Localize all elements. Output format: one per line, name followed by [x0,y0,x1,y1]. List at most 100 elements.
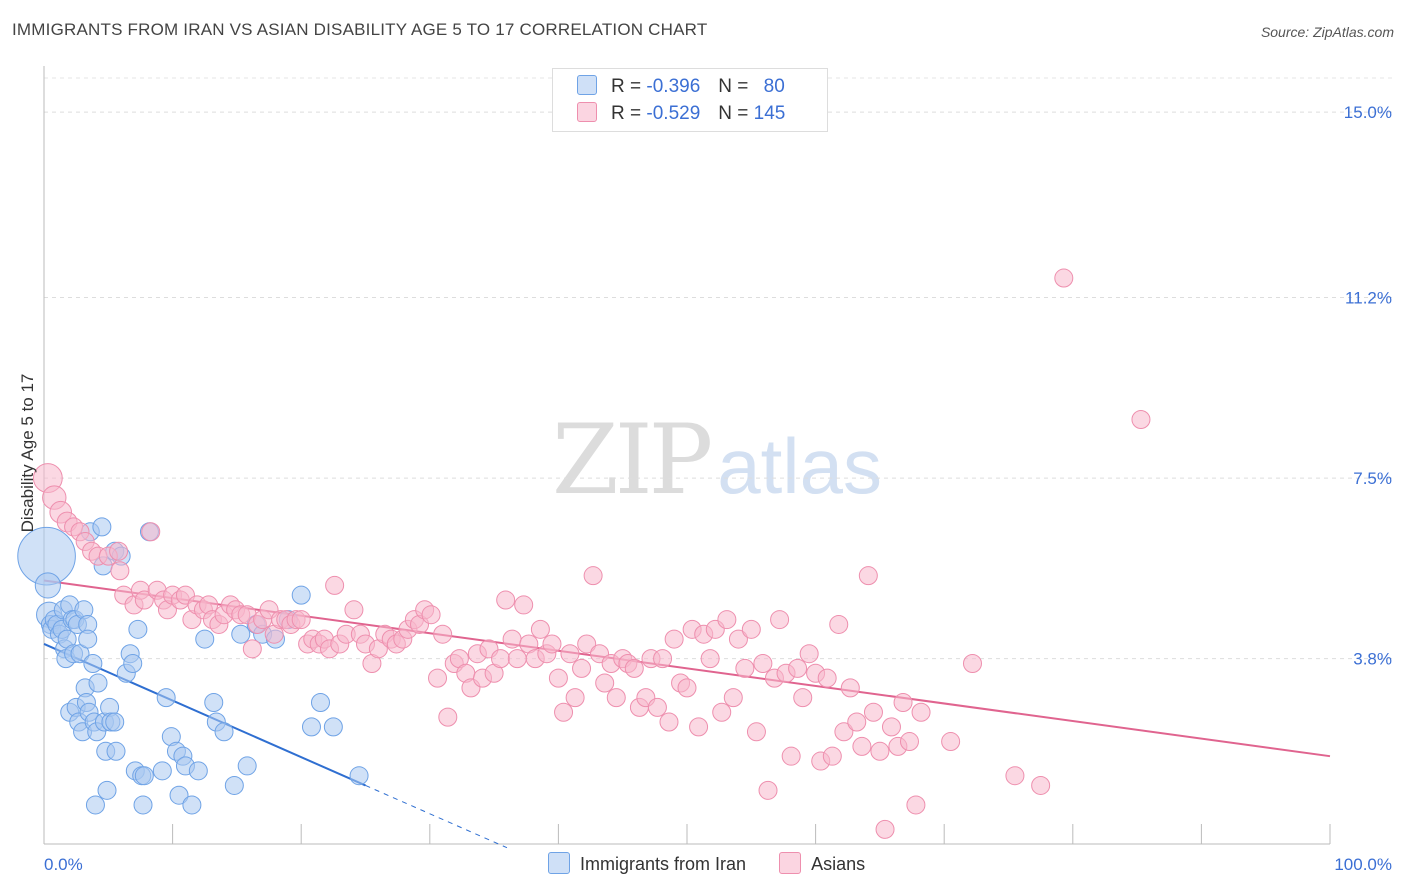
series-asians [32,268,1151,839]
data-point [781,746,801,766]
data-point [141,522,161,542]
data-point [421,605,441,625]
data-point [577,634,597,654]
series-legend: Immigrants from Iran Asians [548,852,893,875]
y-axis-label: Disability Age 5 to 17 [18,374,37,533]
data-point [653,649,673,669]
legend-n-label: N = [718,76,749,97]
data-point [88,673,108,693]
legend-swatch-asians [577,102,597,122]
data-point [542,634,562,654]
data-point [840,678,860,698]
data-point [110,561,130,581]
data-point [863,702,883,722]
data-point [83,653,103,673]
y-tick-label: 15.0% [1344,103,1392,122]
data-point [788,658,808,678]
data-point [572,658,592,678]
data-point [852,736,872,756]
legend-r-label: R = [611,76,642,97]
data-points [17,268,1151,839]
source-credit: Source: ZipAtlas.com [1260,24,1394,40]
data-point [291,585,311,605]
data-point [97,780,117,800]
data-point [741,619,761,639]
data-point [438,707,458,727]
data-point [689,717,709,737]
legend-n-value: 145 [753,103,786,124]
data-point [204,693,224,713]
legend-item-asians: Asians [779,852,865,875]
legend-label-asians: Asians [811,854,866,874]
data-point [717,610,737,630]
trend-extension-iran [365,784,508,849]
data-point [491,649,511,669]
chart-title: IMMIGRANTS FROM IRAN VS ASIAN DISABILITY… [12,20,708,39]
data-point [496,590,516,610]
data-point [242,639,262,659]
data-point [1005,766,1025,786]
data-point [152,761,172,781]
gridlines [44,77,1392,660]
data-point [133,795,153,815]
data-point [237,756,257,776]
data-point [728,629,748,649]
data-point [700,649,720,669]
data-point [583,566,603,586]
data-point [349,766,369,786]
data-point [301,717,321,737]
data-point [899,732,919,752]
legend-row-asians: R = -0.529 N = 145 [577,102,785,124]
axis-labels: 3.8% 7.5% 11.2% 15.0% 0.0% 100.0% Disability A… [18,103,1392,874]
data-point [893,693,913,713]
data-point [758,780,778,800]
data-point [128,619,148,639]
data-point [1031,775,1051,795]
data-point [565,688,585,708]
data-point [106,741,126,761]
data-point [433,624,453,644]
data-point [85,795,105,815]
y-tick-label: 7.5% [1353,469,1392,488]
data-point [78,629,98,649]
data-point [310,693,330,713]
data-point [560,644,580,664]
data-point [817,668,837,688]
trend-line-asians [43,579,1331,758]
data-point [746,722,766,742]
data-point [659,712,679,732]
x-tick-label: 0.0% [44,855,83,874]
data-point [735,658,755,678]
data-point [881,717,901,737]
watermark-atlas: atlas [717,422,882,510]
data-point [595,673,615,693]
data-point [134,766,154,786]
legend-swatch-iran [548,852,570,874]
data-point [870,741,890,761]
data-point [344,600,364,620]
watermark: ZIP atlas [552,404,882,516]
y-tick-label: 3.8% [1353,650,1392,669]
legend-item-iran: Immigrants from Iran [548,852,746,875]
data-point [664,629,684,649]
data-point [799,644,819,664]
legend-r-value: -0.396 [646,76,701,97]
legend-swatch-iran [577,75,597,95]
data-point [70,644,90,664]
data-point [793,688,813,708]
data-point [123,653,143,673]
data-point [34,572,61,599]
data-point [911,702,931,722]
data-point [134,590,154,610]
data-point [753,653,773,673]
data-point [677,678,697,698]
data-point [92,517,112,537]
legend-n-label: N = [718,103,749,124]
data-point [624,658,644,678]
data-point [847,712,867,732]
legend-row-iran: R = -0.396 N = 80 [577,75,785,97]
legend-r-value: -0.529 [646,103,701,124]
data-point [224,775,244,795]
data-point [105,712,125,732]
